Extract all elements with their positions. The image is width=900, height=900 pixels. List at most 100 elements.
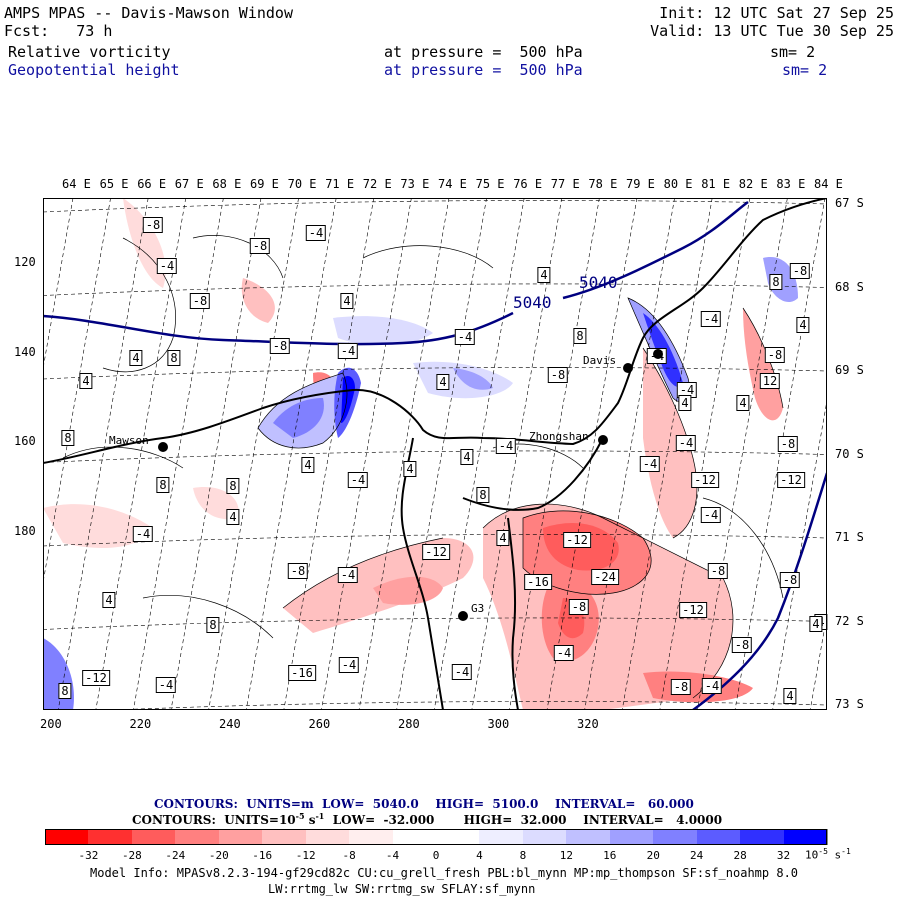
colorbar-tick-label: 20 [646, 849, 660, 862]
colorbar-tick-label: 0 [432, 849, 440, 862]
vorticity-label: 4 [403, 461, 417, 477]
latitude-label: 70 S [835, 446, 864, 461]
longitude-label: 77 E [550, 177, 580, 191]
colorbar-tick-label: 32 [776, 849, 791, 862]
vorticity-label: -8 [547, 367, 569, 383]
colorbar-tick-label: -20 [208, 849, 229, 862]
longitude-label: 79 E [626, 177, 655, 191]
vorticity-label: -4 [675, 435, 697, 451]
vorticity-label: -4 [701, 678, 723, 694]
latitude-label: 73 S [835, 697, 864, 711]
vorticity-label: -12 [563, 532, 591, 548]
vorticity-label: 4 [301, 457, 315, 473]
vorticity-label: 8 [226, 478, 240, 494]
field1-name: Relative vorticity [8, 43, 171, 61]
height-contour-label: 5040 [513, 293, 552, 312]
x-tick-label: 300 [487, 717, 510, 731]
vorticity-label: -16 [288, 665, 316, 681]
station-marker [653, 349, 663, 359]
station-marker [158, 442, 168, 452]
longitude-label: 70 E [287, 177, 317, 191]
longitude-label: 76 E [513, 177, 543, 191]
station-marker [598, 435, 608, 445]
vorticity-label: -4 [156, 258, 178, 274]
vorticity-label: -12 [777, 472, 805, 488]
longitude-label: 68 E [212, 177, 242, 191]
latitude-label: 72 S [835, 613, 864, 628]
station-marker [458, 611, 468, 621]
colorbar-tick-label: 4 [476, 849, 483, 862]
colorbar-swatch [783, 829, 828, 845]
field1-pressure: at pressure = 500 hPa [384, 43, 583, 61]
vorticity-label: 4 [496, 530, 510, 546]
latitude-label: 67 S [835, 196, 864, 210]
colorbar-tick-label: 16 [603, 849, 617, 862]
longitude-label: 74 E [438, 177, 467, 191]
negative-vorticity-shading [43, 198, 783, 710]
x-tick-label: 220 [129, 717, 152, 731]
vorticity-label: -4 [305, 225, 327, 241]
x-tick-label: 260 [308, 717, 331, 731]
longitude-label: 66 E [137, 177, 167, 191]
vorticity-label: -8 [707, 563, 729, 579]
model-info-2: LW:rrtmg_lw SW:rrtmg_sw SFLAY:sf_mynn [268, 882, 536, 896]
vorticity-label: -8 [269, 338, 291, 354]
vorticity-label: -8 [731, 637, 753, 653]
height-contour-info: CONTOURS: UNITS=m LOW= 5040.0 HIGH= 5100… [154, 797, 694, 811]
vorticity-label: 12 [759, 373, 781, 389]
station-marker [623, 363, 633, 373]
vorticity-label: 4 [736, 395, 750, 411]
colorbar-tick-label: -8 [342, 849, 356, 862]
vorticity-map: 5040 5040 -8 -8 -4 -8 -4 4 4 -4 -8 4 8 -8 -4 8 4 -4 -8 4 8… [43, 198, 828, 710]
field2-name: Geopotential height [8, 61, 180, 79]
vorticity-label: 8 [167, 350, 181, 366]
vorticity-label: -4 [700, 507, 722, 523]
colorbar-tick-label: -32 [78, 849, 99, 862]
vorticity-label: -4 [639, 456, 661, 472]
vorticity-label: -8 [764, 347, 786, 363]
vorticity-label: -12 [679, 602, 707, 618]
vorticity-label: 4 [783, 688, 797, 704]
vorticity-label: -4 [338, 657, 360, 673]
longitude-label: 83 E [776, 177, 806, 191]
vorticity-label: 8 [573, 328, 587, 344]
map-frame [43, 198, 827, 710]
vorticity-label: -16 [524, 574, 552, 590]
colorbar-tick-label: -12 [295, 849, 316, 862]
longitude-label: 84 E [814, 177, 843, 191]
vorticity-label: -4 [451, 664, 473, 680]
page-title: AMPS MPAS -- Davis-Mawson Window [4, 4, 293, 22]
vorticity-label: -4 [347, 472, 369, 488]
vorticity-label: 4 [340, 293, 354, 309]
station-label: Zhongshan [529, 430, 589, 443]
x-tick-label: 280 [398, 717, 420, 731]
field2-pressure: at pressure = 500 hPa [384, 61, 583, 79]
vorticity-label: 8 [769, 274, 783, 290]
geopotential-height-contours [43, 200, 827, 710]
vorticity-label: 4 [537, 267, 551, 283]
colorbar-frame [45, 829, 827, 845]
vorticity-label: -8 [568, 599, 590, 615]
vorticity-label: 4 [129, 350, 143, 366]
latitude-label: 68 S [835, 279, 864, 294]
vorticity-label: -4 [337, 567, 359, 583]
vorticity-label: 4 [809, 616, 823, 632]
vorticity-label: -4 [337, 343, 359, 359]
colorbar-unit: 10-5 s-1 [805, 847, 851, 862]
longitude-label: 78 E [588, 177, 618, 191]
latitude-label: 69 S [835, 363, 864, 377]
vorticity-label: -8 [287, 563, 309, 579]
model-info: Model Info: MPASv8.2.3-194-gf29cd82c CU:… [90, 866, 799, 880]
colorbar-tick-label: 8 [519, 849, 527, 862]
vorticity-label: 8 [476, 487, 490, 503]
vorticity-label: -8 [189, 293, 211, 309]
longitude-label: 65 E [99, 177, 129, 191]
longitude-label: 69 E [250, 177, 279, 191]
init-time: Init: 12 UTC Sat 27 Sep 25 [659, 4, 894, 22]
x-tick-label: 320 [577, 717, 599, 731]
y-tick-label: 160 [14, 434, 36, 448]
longitude-label: 73 E [400, 177, 430, 191]
station-label: Davis [583, 354, 617, 367]
vorticity-label: -4 [454, 329, 476, 345]
vorticity-label: -12 [82, 670, 110, 686]
